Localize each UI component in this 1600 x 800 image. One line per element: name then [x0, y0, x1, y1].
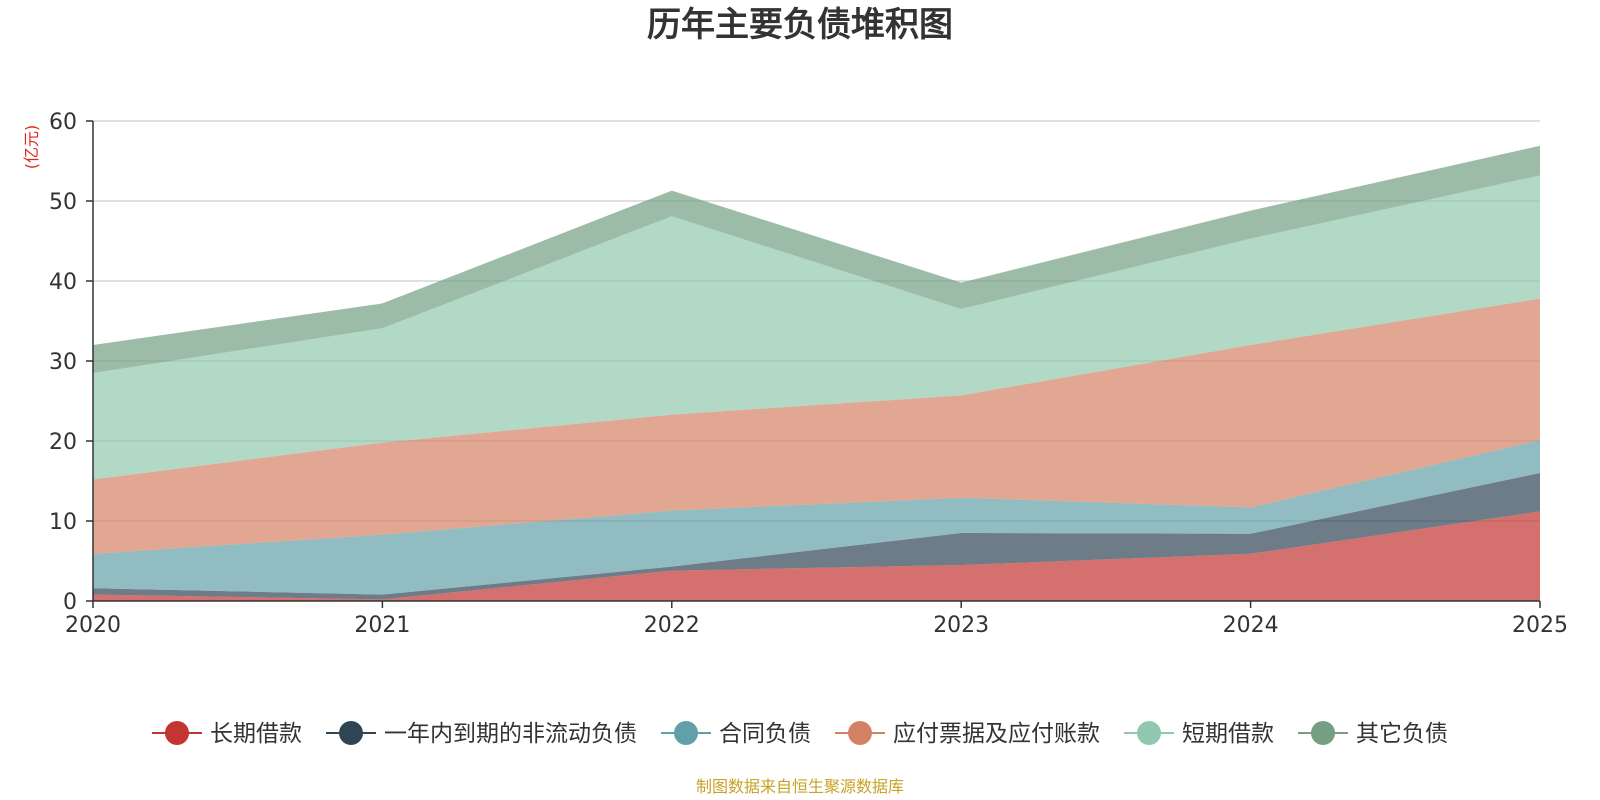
y-tick-label: 60	[49, 110, 77, 135]
area-series-1[interactable]	[93, 473, 1540, 600]
x-tick-label: 2022	[644, 613, 700, 638]
area-series-3[interactable]	[93, 298, 1540, 554]
legend-item[interactable]: 应付票据及应付账款	[835, 721, 1100, 747]
legend-circle-marker	[165, 721, 189, 745]
source-note: 制图数据来自恒生聚源数据库	[696, 777, 904, 796]
legend-item[interactable]: 其它负债	[1298, 721, 1448, 747]
legend-circle-marker	[1311, 721, 1335, 745]
legend-label: 合同负债	[719, 721, 811, 747]
legend-label: 应付票据及应付账款	[893, 721, 1100, 747]
legend-item[interactable]: 短期借款	[1124, 721, 1274, 747]
legend-item[interactable]: 合同负债	[661, 721, 811, 747]
legend-item[interactable]: 一年内到期的非流动负债	[326, 721, 637, 747]
legend-label: 短期借款	[1182, 721, 1274, 747]
x-tick-label: 2024	[1223, 613, 1279, 638]
y-tick-label: 10	[49, 510, 77, 535]
x-tick-label: 2023	[933, 613, 989, 638]
area-series-0[interactable]	[93, 511, 1540, 601]
legend-label: 长期借款	[210, 721, 302, 747]
area-series-5[interactable]	[93, 145, 1540, 373]
y-axis-unit: (亿元)	[22, 125, 41, 170]
chart-title: 历年主要负债堆积图	[647, 5, 953, 45]
legend-circle-marker	[339, 721, 363, 745]
legend[interactable]: 长期借款 一年内到期的非流动负债 合同负债 应付票据及应付账款 短期借款 其它负债	[152, 721, 1448, 747]
x-tick-label: 2025	[1512, 613, 1568, 638]
y-tick-label: 30	[49, 350, 77, 375]
y-tick-label: 40	[49, 270, 77, 295]
x-tick-label: 2020	[65, 613, 121, 638]
y-tick-label: 20	[49, 430, 77, 455]
y-tick-label: 0	[63, 590, 77, 615]
axes: 0 10 20 30 40 50 60 2020 2021 2022 2023 2024 2025	[49, 110, 1568, 638]
legend-circle-marker	[848, 721, 872, 745]
legend-label: 其它负债	[1356, 721, 1448, 747]
legend-circle-marker	[674, 721, 698, 745]
legend-label: 一年内到期的非流动负债	[384, 721, 637, 747]
area-series-2[interactable]	[93, 440, 1540, 595]
legend-circle-marker	[1137, 721, 1161, 745]
x-tick-label: 2021	[354, 613, 410, 638]
areas	[93, 145, 1540, 601]
area-series-4[interactable]	[93, 175, 1540, 480]
y-tick-label: 50	[49, 190, 77, 215]
legend-item[interactable]: 长期借款	[152, 721, 302, 747]
